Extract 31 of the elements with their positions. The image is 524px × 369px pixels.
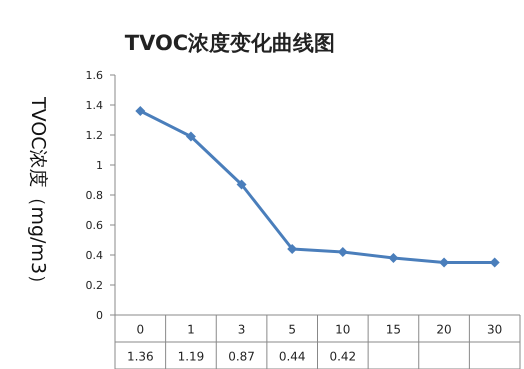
point (490, 258, 500, 268)
y-axis-title: TVOC浓度（mg/m3） (27, 96, 49, 294)
y-tick-label: 0.2 (86, 279, 103, 292)
point (135, 106, 146, 116)
data-label: 0.87 (228, 350, 255, 364)
data-label: 1.19 (178, 350, 204, 364)
x-tick-label: 3 (238, 322, 246, 336)
y-tick-label: 0 (96, 309, 103, 322)
x-tick-label: 30 (487, 322, 502, 336)
data-label: 0.44 (278, 350, 306, 364)
chart-title: TVOC浓度变化曲线图 (124, 31, 336, 55)
data-label: 0.42 (329, 350, 356, 364)
y-tick-label: 1.4 (86, 99, 103, 112)
x-tick-label: 10 (335, 322, 350, 336)
x-tick-label: 1 (187, 322, 195, 336)
y-tick-label: 0.6 (86, 219, 103, 232)
x-tick-label: 0 (136, 322, 144, 336)
point (338, 247, 348, 257)
y-tick-label: 1 (96, 159, 103, 172)
x-tick-label: 20 (436, 322, 452, 336)
x-tick-label: 15 (386, 322, 402, 336)
point (236, 180, 247, 190)
x-tick-label: 5 (288, 322, 296, 336)
y-tick-label: 0.4 (86, 249, 103, 262)
y-tick-label: 1.2 (86, 129, 103, 142)
point (186, 132, 196, 142)
point (388, 253, 398, 263)
data-label: 1.36 (126, 350, 154, 364)
y-tick-label: 1.6 (86, 69, 103, 82)
y-tick-label: 0.8 (86, 189, 103, 202)
point (287, 244, 298, 254)
